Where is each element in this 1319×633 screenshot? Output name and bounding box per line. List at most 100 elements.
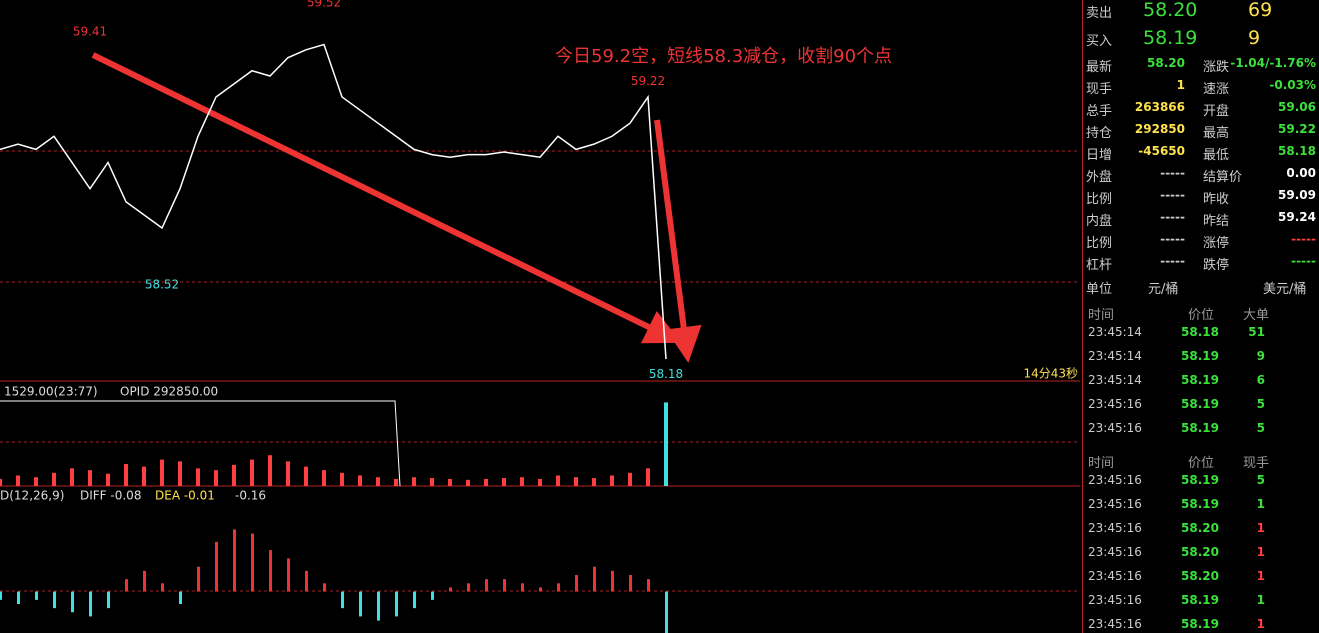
price-line: [0, 43, 667, 360]
volume-bar: [286, 461, 290, 486]
volume-bar: [376, 477, 380, 486]
field-value: -----: [1160, 188, 1185, 202]
macd-bar: [413, 591, 416, 609]
macd-bar: [539, 587, 542, 592]
macd-bar: [665, 591, 668, 633]
volume-bar: [610, 475, 614, 486]
volume-bar: [340, 472, 344, 486]
tick-header: 价位: [1188, 308, 1215, 323]
macd-bar: [0, 591, 2, 600]
volume-bar: [448, 478, 452, 486]
opid-line: [0, 400, 401, 487]
field-label: 现手: [1086, 82, 1113, 97]
volume-bar: [502, 478, 506, 486]
volume-bar: [664, 402, 668, 486]
macd-bar: [323, 583, 326, 592]
field-label: 昨收: [1203, 192, 1230, 207]
tick-time: 23:45:16: [1088, 521, 1142, 535]
volume-bar: [196, 468, 200, 486]
tick-qty: 5: [1256, 421, 1265, 435]
macd-label: DEA -0.01: [155, 489, 215, 503]
macd-bar: [89, 591, 92, 617]
macd-bar: [431, 591, 434, 600]
field-label: 日增: [1086, 148, 1113, 163]
volume-bar: [88, 470, 92, 486]
unit-option[interactable]: 元/桶: [1148, 282, 1179, 297]
tick-qty: 5: [1256, 397, 1265, 411]
field-value: 59.06: [1278, 100, 1316, 114]
price-annotation: 59.22: [631, 74, 665, 88]
macd-bar: [197, 566, 200, 592]
field-label: 速涨: [1203, 82, 1230, 97]
quote-price: 58.20: [1143, 0, 1198, 21]
field-value: -0.03%: [1269, 78, 1316, 92]
field-label: 开盘: [1203, 104, 1230, 119]
macd-bar: [629, 575, 632, 592]
macd-bar: [575, 575, 578, 592]
volume-bar: [0, 478, 2, 486]
volume-bar: [124, 464, 128, 486]
volume-bar: [52, 472, 56, 486]
field-label: 涨跌: [1203, 60, 1230, 75]
macd-bar: [341, 591, 344, 609]
macd-label: D(12,26,9): [0, 489, 64, 503]
macd-bar: [35, 591, 38, 600]
macd-bar: [503, 579, 506, 592]
tick-qty: 1: [1256, 569, 1265, 583]
volume-bar: [178, 461, 182, 486]
tick-header: 大单: [1243, 308, 1270, 323]
field-value: 263866: [1134, 100, 1185, 114]
tick-time: 23:45:16: [1088, 545, 1142, 559]
volume-bar: [70, 468, 74, 486]
field-label: 最低: [1203, 148, 1230, 163]
macd-bar: [251, 533, 254, 592]
macd-bar: [161, 583, 164, 592]
tick-price: 58.20: [1181, 521, 1219, 535]
field-label: 跌停: [1203, 258, 1230, 273]
volume-bar: [106, 473, 110, 486]
macd-bar: [449, 587, 452, 592]
price-annotation: 59.52: [307, 0, 341, 10]
tick-qty: 1: [1256, 497, 1265, 511]
field-label: 比例: [1086, 192, 1113, 207]
indicator-label: OPID 292850.00: [120, 385, 218, 399]
quote-label: 卖出: [1086, 6, 1113, 21]
quote-label: 买入: [1086, 34, 1113, 49]
annotation: 今日59.2空，短线58.3减仓，收割90个点: [555, 46, 892, 67]
tick-header: 价位: [1188, 456, 1215, 471]
field-label: 总手: [1086, 104, 1113, 119]
tick-qty: 1: [1256, 545, 1265, 559]
volume-bar: [520, 477, 524, 486]
volume-bar: [412, 477, 416, 486]
macd-bar: [125, 579, 128, 592]
field-value: -1.04/-1.76%: [1230, 56, 1316, 70]
macd-bar: [485, 579, 488, 592]
volume-bar: [592, 478, 596, 486]
field-label: 比例: [1086, 236, 1113, 251]
macd-bar: [521, 583, 524, 592]
field-value: 58.20: [1147, 56, 1185, 70]
tick-price: 58.19: [1181, 593, 1219, 607]
macd-bar: [593, 566, 596, 592]
tick-price: 58.19: [1181, 617, 1219, 631]
tick-header: 时间: [1088, 456, 1115, 471]
tick-header: 时间: [1088, 308, 1115, 323]
tick-price: 58.19: [1181, 373, 1219, 387]
macd-bar: [269, 550, 272, 592]
volume-bar: [16, 475, 20, 486]
tick-price: 58.19: [1181, 349, 1219, 363]
unit-option[interactable]: 美元/桶: [1263, 282, 1307, 297]
volume-bar: [574, 477, 578, 486]
arrow: [91, 52, 682, 344]
tick-price: 58.19: [1181, 497, 1219, 511]
volume-bar: [358, 475, 362, 486]
timer: 14分43秒: [1023, 367, 1078, 381]
volume-bar: [322, 470, 326, 486]
field-value: -----: [1291, 254, 1316, 268]
tick-price: 58.20: [1181, 569, 1219, 583]
field-value: 59.22: [1278, 122, 1316, 136]
tick-price: 58.19: [1181, 421, 1219, 435]
field-label: 昨结: [1203, 214, 1230, 229]
field-value: 59.09: [1278, 188, 1316, 202]
tick-time: 23:45:16: [1088, 421, 1142, 435]
